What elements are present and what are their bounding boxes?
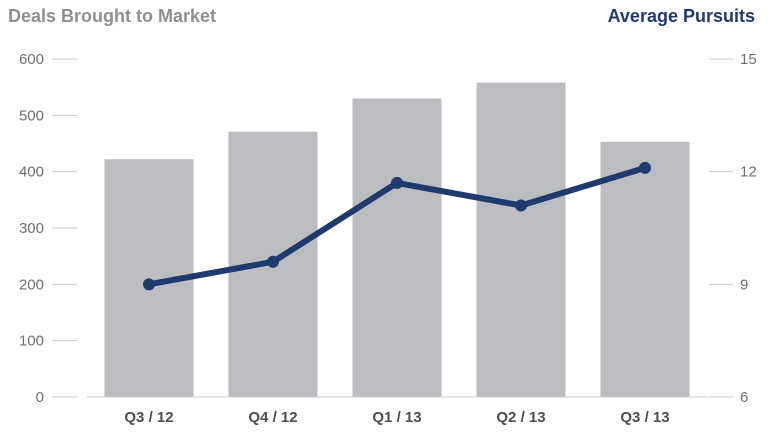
left-tick-label-4: 400	[19, 164, 44, 181]
left-axis-title: Deals Brought to Market	[8, 6, 217, 26]
right-tick-label-2: 12	[740, 164, 757, 181]
left-tick-label-3: 300	[19, 220, 44, 237]
line-point-0	[143, 278, 155, 291]
right-tick-label-1: 9	[740, 276, 748, 293]
line-point-2	[391, 176, 403, 189]
right-axis-title: Average Pursuits	[607, 6, 755, 26]
left-tick-label-2: 200	[19, 276, 44, 293]
right-tick-label-0: 6	[740, 389, 748, 406]
left-tick-label-6: 600	[19, 51, 44, 68]
line-point-4	[639, 161, 651, 174]
bar-4	[600, 141, 690, 397]
bar-2	[352, 98, 442, 397]
line-point-3	[515, 199, 527, 212]
left-tick-label-5: 500	[19, 107, 44, 124]
x-tick-label-2: Q1 / 13	[372, 409, 421, 426]
right-tick-label-3: 15	[740, 51, 757, 68]
x-tick-label-4: Q3 / 13	[620, 409, 669, 426]
bar-3	[476, 82, 566, 397]
x-tick-label-3: Q2 / 13	[496, 409, 545, 426]
x-tick-label-1: Q4 / 12	[248, 409, 297, 426]
left-tick-label-0: 0	[36, 389, 44, 406]
line-point-1	[267, 255, 279, 268]
x-tick-label-0: Q3 / 12	[124, 409, 173, 426]
left-tick-label-1: 100	[19, 333, 44, 350]
